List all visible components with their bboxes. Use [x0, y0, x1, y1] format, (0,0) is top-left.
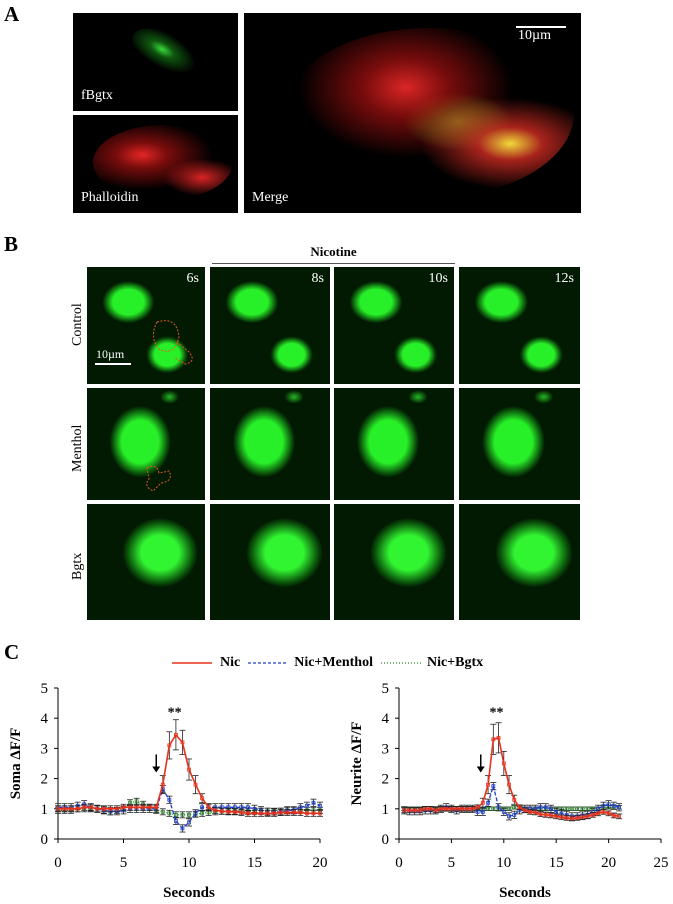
timelapse-frame: 10s — [334, 267, 454, 384]
timepoint-label: 6s — [186, 271, 199, 286]
panel-c-label: C — [4, 640, 20, 664]
timelapse-frame — [334, 504, 454, 620]
x-tick-label: 5 — [448, 855, 456, 871]
legend-label-nic: Nic — [220, 655, 241, 670]
x-axis-label: Seconds — [499, 885, 551, 901]
timepoint-label: 10s — [428, 271, 448, 286]
data-point — [501, 809, 506, 814]
y-axis-label: Soma ΔF/F — [8, 728, 24, 799]
legend-label-bgtx: Nic+Bgtx — [426, 655, 484, 670]
timelapse-frame: 12s — [459, 267, 580, 384]
data-point — [570, 806, 574, 811]
data-point — [564, 806, 569, 811]
timelapse-frame: 8s — [210, 267, 330, 384]
timelapse-frame — [87, 504, 205, 620]
legend-swatch-menthol — [248, 662, 289, 664]
x-tick-label: 10 — [496, 855, 511, 871]
fbgtx-label: fBgtx — [81, 88, 113, 103]
merge-label: Merge — [252, 190, 289, 205]
timelapse-frame: 6s 10µm — [87, 267, 205, 384]
data-point — [596, 806, 601, 811]
data-point — [486, 806, 490, 811]
data-point — [180, 812, 185, 817]
roi-outline — [153, 320, 193, 365]
legend: Nic Nic+Menthol Nic+Bgtx — [170, 654, 483, 672]
scale-bar-label: 10µm — [96, 347, 125, 361]
data-point — [134, 799, 139, 804]
phalloidin-label: Phalloidin — [81, 190, 139, 205]
timelapse-frame — [334, 388, 454, 500]
x-tick-label: 20 — [313, 855, 328, 871]
data-point — [475, 809, 480, 814]
scale-bar — [95, 363, 131, 365]
legend-swatch-nic — [172, 662, 212, 664]
y-tick-label: 5 — [41, 681, 49, 697]
timelapse-frame — [459, 388, 580, 500]
y-tick-label: 1 — [41, 802, 49, 818]
data-point — [173, 812, 178, 817]
nicotine-label: Nicotine — [310, 244, 357, 259]
roi-outline — [146, 465, 171, 492]
y-tick-label: 0 — [41, 832, 49, 848]
data-point — [507, 806, 511, 811]
x-tick-label: 15 — [549, 855, 564, 871]
significance-marker: ** — [489, 706, 503, 721]
panel-b-label: B — [4, 232, 19, 256]
y-tick-label: 1 — [382, 802, 390, 818]
timepoint-label: 8s — [311, 271, 324, 286]
data-point — [167, 811, 172, 816]
y-tick-label: 0 — [382, 832, 390, 848]
nicotine-bracket — [212, 263, 455, 264]
x-tick-label: 10 — [182, 855, 197, 871]
merge-image: 10µm Merge — [244, 13, 581, 213]
x-tick-label: 0 — [395, 855, 403, 871]
x-tick-label: 0 — [54, 855, 62, 871]
phalloidin-image: Phalloidin — [73, 115, 238, 213]
data-point — [180, 826, 185, 831]
series-line-nic — [58, 733, 320, 815]
data-point — [187, 820, 191, 825]
data-point — [200, 811, 205, 816]
panel-a-label: A — [4, 2, 20, 26]
y-tick-label: 3 — [41, 741, 49, 757]
y-tick-label: 5 — [382, 681, 390, 697]
neurite-chart: 0 1 2 3 4 5 0 5 10 15 20 25 Seconds Neurite ΔF/F ** — [349, 681, 669, 901]
y-tick-label: 2 — [382, 772, 390, 788]
timelapse-frame — [210, 388, 330, 500]
timelapse-frame — [87, 388, 205, 500]
timelapse-frame — [459, 504, 580, 620]
y-tick-label: 3 — [382, 741, 390, 757]
y-axis-label: Neurite ΔF/F — [349, 722, 365, 806]
x-tick-label: 20 — [601, 855, 616, 871]
row-label-menthol: Menthol — [70, 424, 85, 472]
series-line-nic-menthol — [58, 787, 321, 830]
soma-chart: 0 1 2 3 4 5 0 5 10 15 20 Seconds Soma ΔF/F ** — [8, 681, 328, 901]
significance-marker: ** — [168, 706, 182, 721]
y-tick-label: 4 — [382, 711, 390, 727]
y-tick-label: 4 — [41, 711, 49, 727]
legend-label-menthol: Nic+Menthol — [294, 655, 373, 670]
row-label-bgtx: Bgtx — [70, 552, 85, 580]
y-tick-label: 2 — [41, 772, 49, 788]
stimulus-arrow-head — [152, 766, 161, 773]
data-point — [585, 806, 590, 811]
series-line-nic — [404, 736, 620, 820]
x-tick-label: 25 — [654, 855, 669, 871]
x-axis-label: Seconds — [163, 885, 215, 901]
x-tick-label: 15 — [247, 855, 262, 871]
stimulus-arrow-head — [476, 766, 485, 773]
scale-bar-label: 10µm — [518, 28, 551, 43]
x-tick-label: 5 — [120, 855, 128, 871]
scale-bar — [516, 26, 566, 28]
legend-swatch-bgtx — [380, 662, 421, 664]
timepoint-label: 12s — [554, 271, 574, 286]
data-point — [193, 811, 198, 816]
fbgtx-image: fBgtx — [73, 13, 238, 111]
row-label-control: Control — [70, 303, 85, 346]
timelapse-frame — [210, 504, 330, 620]
